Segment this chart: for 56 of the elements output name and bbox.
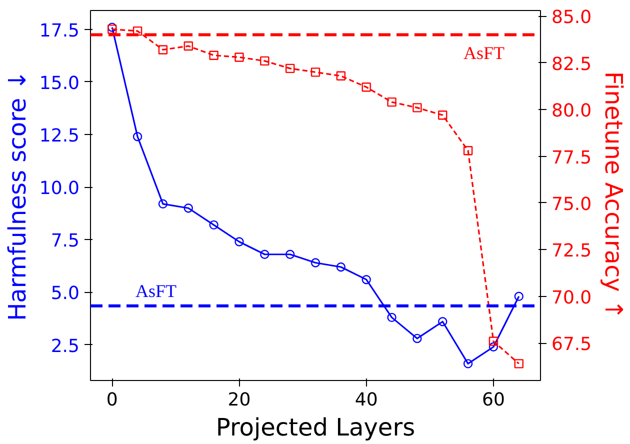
point: [514, 359, 524, 368]
point: [514, 292, 524, 301]
x-tick-label: 40: [354, 390, 378, 410]
point: [158, 199, 168, 208]
y2-tick-label: 75.0: [552, 194, 592, 215]
y2-tick-label: 80.0: [552, 100, 592, 122]
x-tick-label: 20: [228, 390, 251, 410]
point: [209, 50, 218, 60]
y2-tick-label: 72.5: [552, 240, 592, 262]
y-tick-label: 10.0: [39, 178, 80, 200]
x-axis-title: Projected Layers: [216, 414, 416, 442]
point: [234, 52, 244, 62]
point: [463, 359, 473, 368]
point: [387, 312, 396, 322]
point: [387, 97, 396, 107]
point: [260, 56, 270, 66]
y2-tick-label: 70.0: [552, 287, 592, 308]
y-axis-title: Harmfulness score ↓: [3, 70, 32, 321]
point: [209, 220, 218, 230]
point: [438, 317, 448, 326]
y-tick-label: 7.5: [50, 230, 80, 252]
point: [310, 258, 320, 268]
point: [412, 334, 422, 344]
point: [336, 262, 346, 272]
point: [438, 110, 448, 120]
ref-line-label: AsFT: [463, 42, 505, 63]
x-tick-label: 60: [482, 390, 505, 410]
point: [184, 41, 193, 51]
point: [234, 237, 244, 246]
point: [310, 68, 320, 77]
ref-line-label: AsFT: [136, 280, 177, 301]
point: [336, 71, 346, 81]
point: [132, 132, 142, 142]
y-tick-label: 12.5: [39, 126, 80, 147]
y2-axis-title: Finetune Accuracy ↑: [600, 71, 628, 320]
point: [362, 275, 371, 284]
y-tick-label: 5.0: [50, 283, 80, 304]
point: [158, 45, 168, 54]
y-tick-label: 15.0: [39, 72, 80, 94]
y-tick-label: 2.5: [50, 336, 80, 357]
point: [260, 250, 270, 259]
point: [488, 342, 498, 352]
point: [285, 64, 295, 74]
point: [362, 82, 371, 92]
x-tick-label: 0: [106, 390, 118, 410]
point: [488, 336, 498, 346]
point: [132, 26, 142, 36]
point: [285, 250, 295, 259]
y2-tick-label: 85.0: [552, 7, 592, 28]
y2-tick-label: 82.5: [552, 54, 592, 75]
y-tick-label: 17.5: [39, 20, 80, 42]
point: [184, 204, 193, 213]
point: [463, 146, 473, 156]
y2-tick-label: 67.5: [552, 334, 592, 356]
y2-tick-label: 77.5: [552, 147, 592, 168]
point: [412, 103, 422, 112]
